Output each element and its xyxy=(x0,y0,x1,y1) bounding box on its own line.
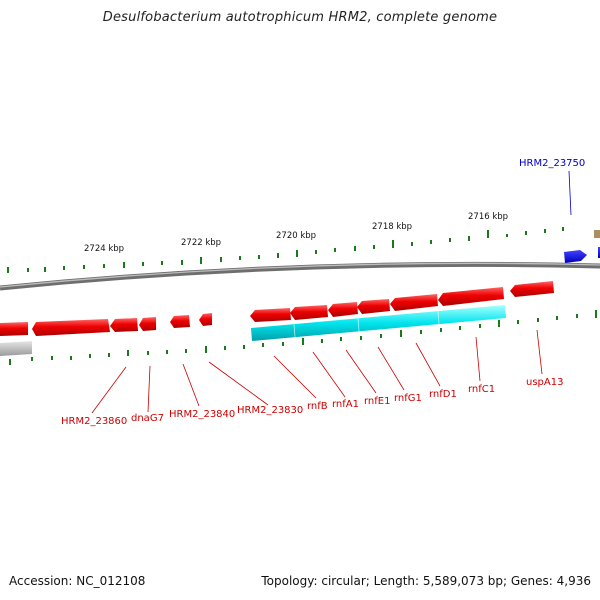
reverse-gene-track xyxy=(0,281,554,336)
reverse-gene-arrow[interactable] xyxy=(0,322,28,336)
scale-label: 2722 kbp xyxy=(181,238,221,248)
accession-label: Accession: NC_012108 xyxy=(9,574,146,588)
inner-skew-ticks xyxy=(9,310,597,365)
reverse-callouts xyxy=(91,329,543,414)
scale-label: 2716 kbp xyxy=(468,212,508,222)
scale-label: 2724 kbp xyxy=(84,244,124,254)
gene-label-HRM2_23750[interactable]: HRM2_23750 xyxy=(519,158,585,169)
reverse-gene-arrow[interactable] xyxy=(438,287,504,306)
gene-label-uspA13[interactable]: uspA13 xyxy=(526,377,563,388)
reverse-gene-arrow[interactable] xyxy=(290,305,328,320)
gene-label-rnfE1[interactable]: rnfE1 xyxy=(364,396,390,407)
gene-label-rnfC1[interactable]: rnfC1 xyxy=(468,384,495,395)
reverse-gene-arrow[interactable] xyxy=(357,299,390,314)
gene-label-rnfB[interactable]: rnfB xyxy=(307,401,328,412)
forward-gene-arrow[interactable] xyxy=(564,250,587,263)
reverse-gene-arrow[interactable] xyxy=(390,294,438,311)
genome-summary: Topology: circular; Length: 5,589,073 bp… xyxy=(261,574,591,588)
gene-label-dnaG7[interactable]: dnaG7 xyxy=(131,413,164,424)
reverse-gene-arrow[interactable] xyxy=(32,319,110,336)
reverse-gene-arrow[interactable] xyxy=(510,281,554,297)
genome-backbone-highlight xyxy=(0,262,600,288)
gene-label-rnfD1[interactable]: rnfD1 xyxy=(429,389,457,400)
callout-line xyxy=(568,170,572,216)
gene-label-rnfG1[interactable]: rnfG1 xyxy=(394,393,422,404)
gene-label-rnfA1[interactable]: rnfA1 xyxy=(332,399,359,410)
scale-label: 2718 kbp xyxy=(372,222,412,232)
genome-backbone xyxy=(0,261,600,291)
operon-band xyxy=(251,305,506,341)
scale-label: 2720 kbp xyxy=(276,231,316,241)
reverse-gene-arrow[interactable] xyxy=(250,308,291,322)
reverse-gene-arrow[interactable] xyxy=(110,318,138,332)
reverse-gene-arrow[interactable] xyxy=(328,302,358,317)
reverse-gene-arrow[interactable] xyxy=(139,317,156,331)
gene-label-HRM2_23860[interactable]: HRM2_23860 xyxy=(61,416,127,427)
gene-label-HRM2_23840[interactable]: HRM2_23840 xyxy=(169,409,235,420)
reverse-gene-arrow[interactable] xyxy=(170,315,190,328)
misc-feature-block xyxy=(0,341,32,356)
map-title: Desulfobacterium autotrophicum HRM2, com… xyxy=(102,10,498,25)
gene-label-HRM2_23830[interactable]: HRM2_23830 xyxy=(237,405,303,416)
outer-skew-ticks xyxy=(7,227,564,273)
forward-feature-block xyxy=(594,230,600,238)
reverse-gene-arrow[interactable] xyxy=(199,313,212,326)
